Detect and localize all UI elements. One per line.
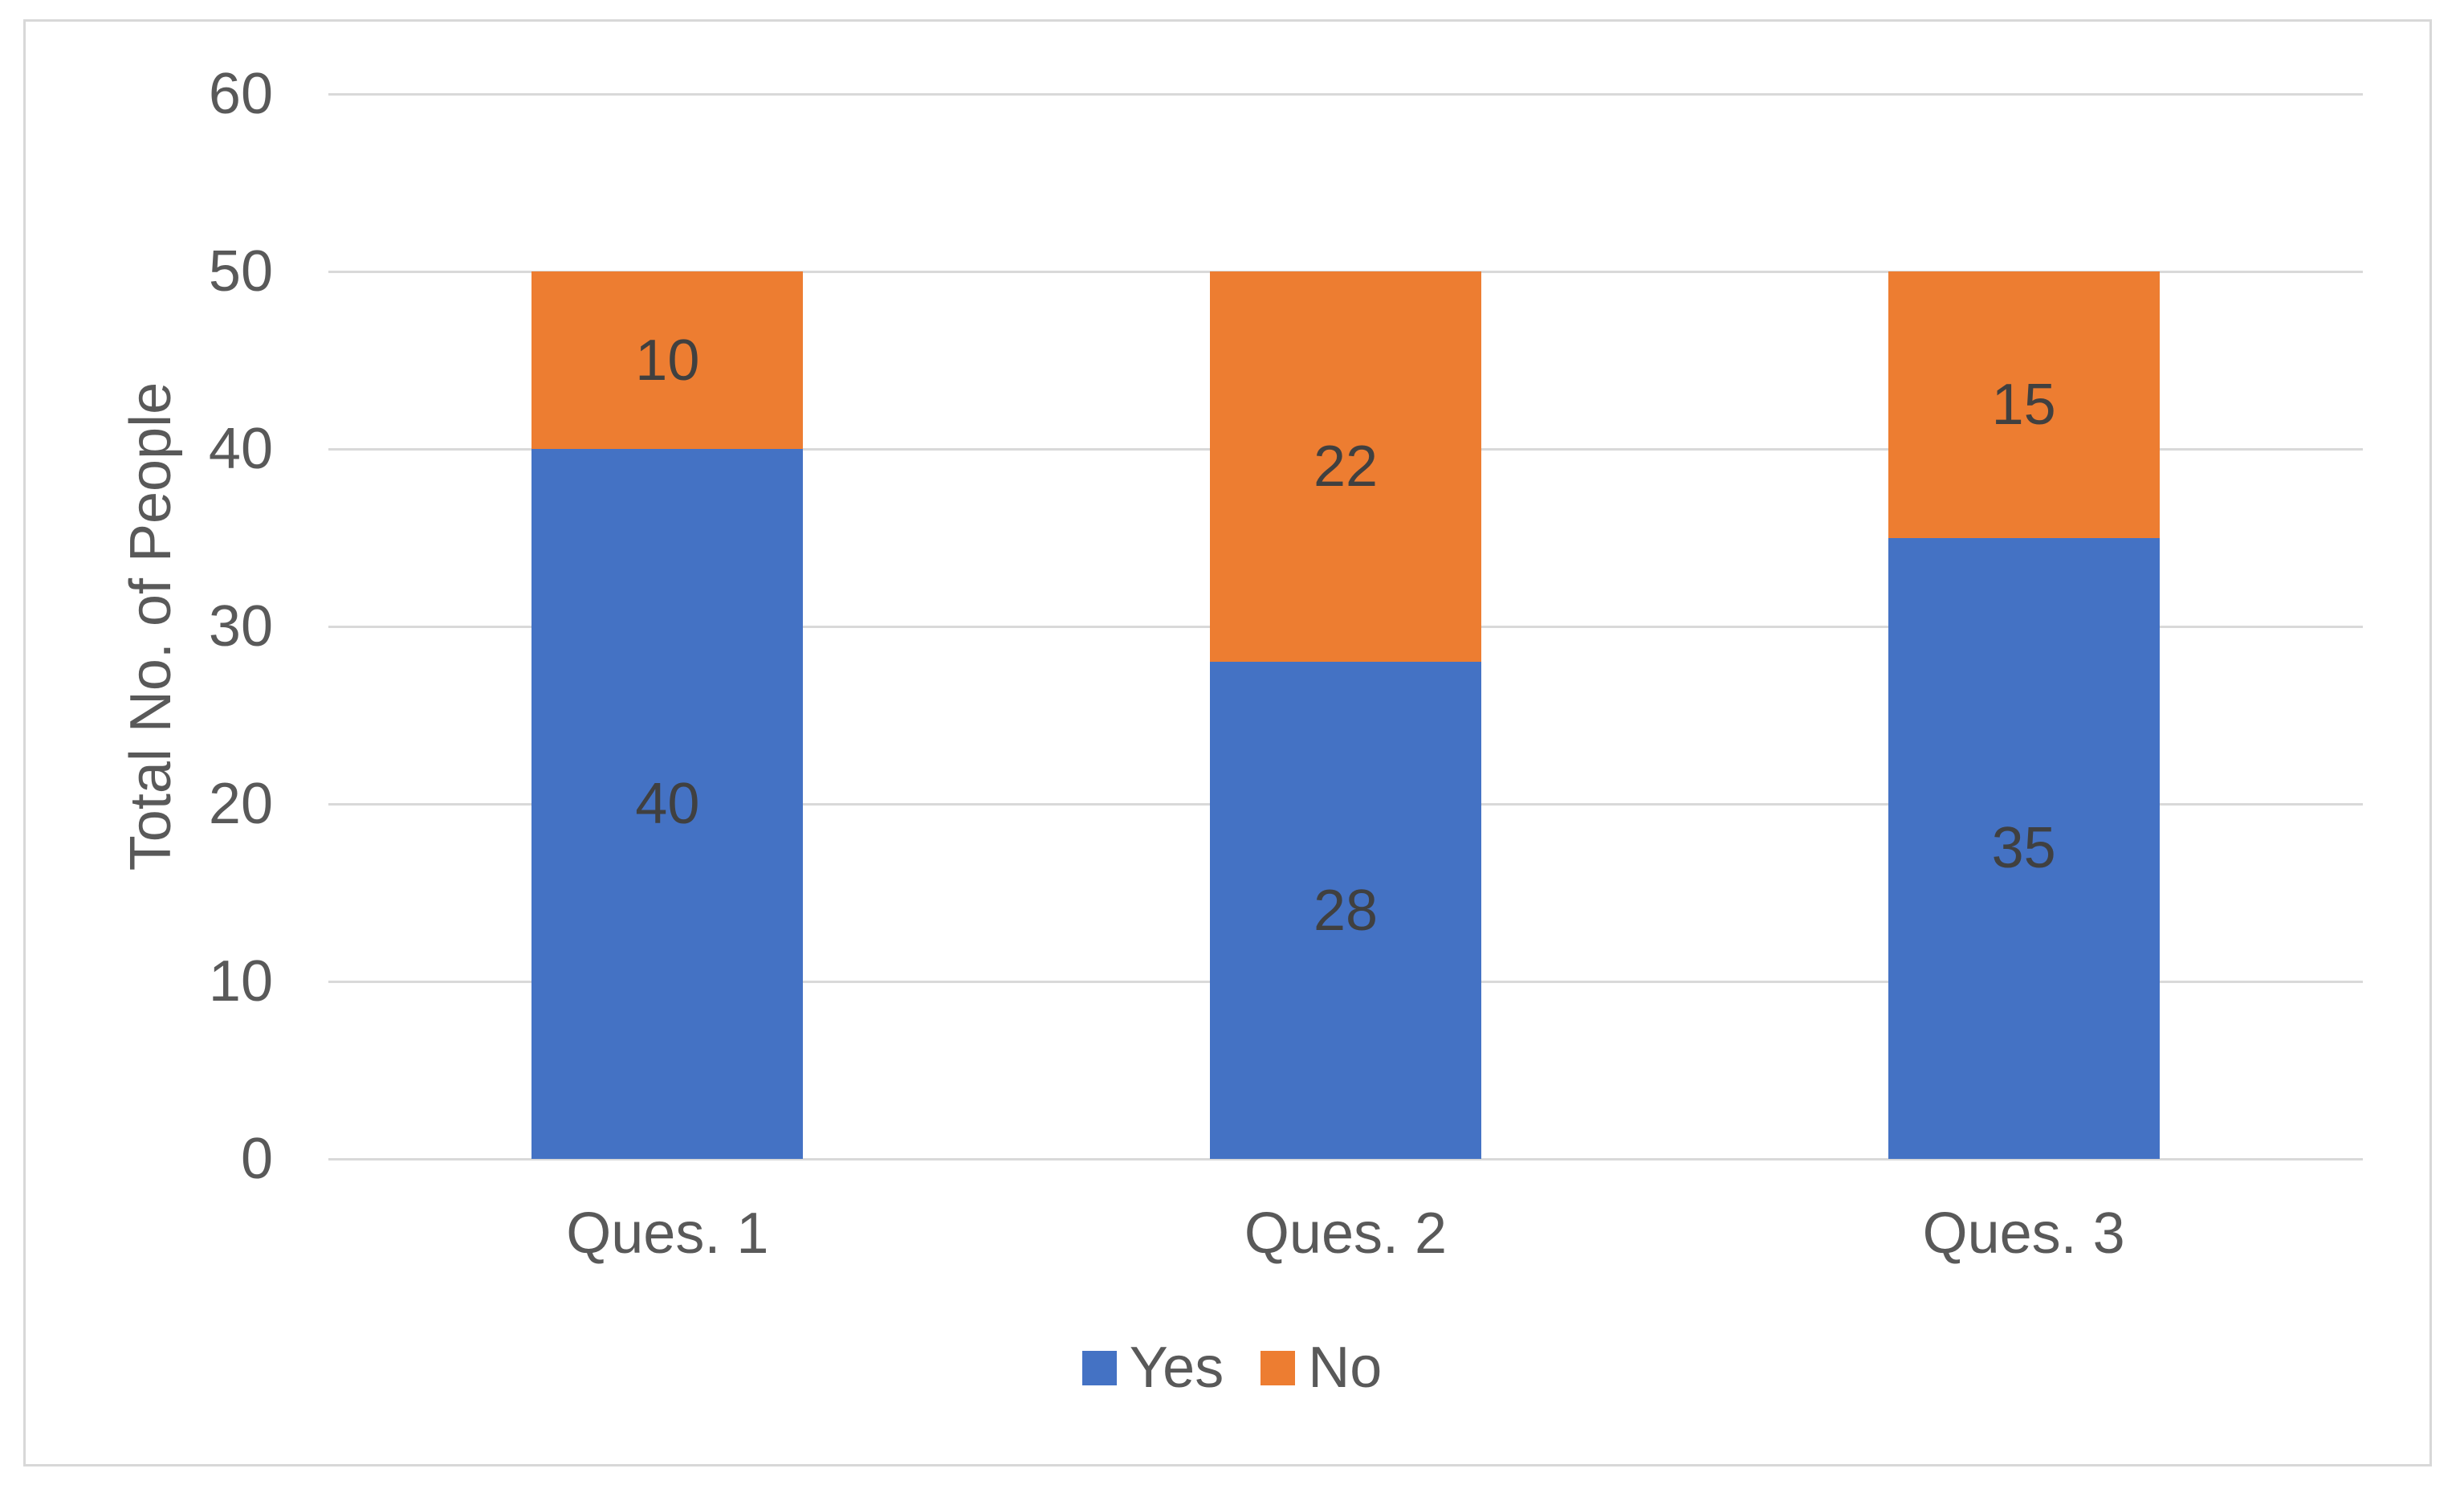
data-label-no-ques-2: 22 bbox=[1313, 434, 1379, 500]
data-label-no-ques-3: 15 bbox=[1991, 372, 2056, 437]
legend-item-no: No bbox=[1261, 1335, 1382, 1401]
data-label-no-ques-1: 10 bbox=[635, 328, 700, 393]
bar-segment-yes-ques-3: 35 bbox=[1888, 537, 2160, 1159]
y-tick-label-0: 0 bbox=[240, 1127, 273, 1191]
legend: Yes No bbox=[0, 1335, 2464, 1401]
bar-segment-no-ques-2: 22 bbox=[1210, 271, 1481, 663]
x-axis-label-ques-2: Ques. 2 bbox=[1244, 1201, 1448, 1266]
data-label-yes-ques-1: 40 bbox=[635, 772, 700, 836]
legend-label-yes: Yes bbox=[1129, 1336, 1224, 1400]
bar-segment-no-ques-1: 10 bbox=[531, 271, 804, 449]
legend-swatch-yes-icon bbox=[1081, 1350, 1117, 1385]
gridline-y-0 bbox=[328, 1157, 2363, 1161]
gridline-y-60 bbox=[328, 92, 2363, 96]
bar-ques-3: 15 35 bbox=[1888, 271, 2160, 1159]
bar-ques-2: 22 28 bbox=[1210, 271, 1481, 1159]
legend-label-no: No bbox=[1308, 1336, 1383, 1400]
y-tick-label-50: 50 bbox=[208, 239, 273, 304]
y-tick-label-10: 10 bbox=[208, 949, 273, 1014]
legend-swatch-no-icon bbox=[1261, 1350, 1296, 1385]
bar-segment-yes-ques-1: 40 bbox=[531, 449, 804, 1159]
data-label-yes-ques-2: 28 bbox=[1313, 878, 1379, 943]
bar-segment-yes-ques-2: 28 bbox=[1210, 662, 1481, 1159]
bar-segment-no-ques-3: 15 bbox=[1888, 271, 2160, 538]
y-tick-label-60: 60 bbox=[208, 62, 273, 126]
data-label-yes-ques-3: 35 bbox=[1991, 816, 2056, 881]
x-axis-label-ques-1: Ques. 1 bbox=[566, 1201, 769, 1266]
x-axis-label-ques-3: Ques. 3 bbox=[1922, 1201, 2125, 1266]
legend-item-yes: Yes bbox=[1081, 1335, 1224, 1401]
y-tick-label-20: 20 bbox=[208, 772, 273, 836]
y-tick-label-40: 40 bbox=[208, 417, 273, 481]
bar-ques-1: 10 40 bbox=[531, 271, 804, 1159]
y-tick-label-30: 30 bbox=[208, 594, 273, 659]
